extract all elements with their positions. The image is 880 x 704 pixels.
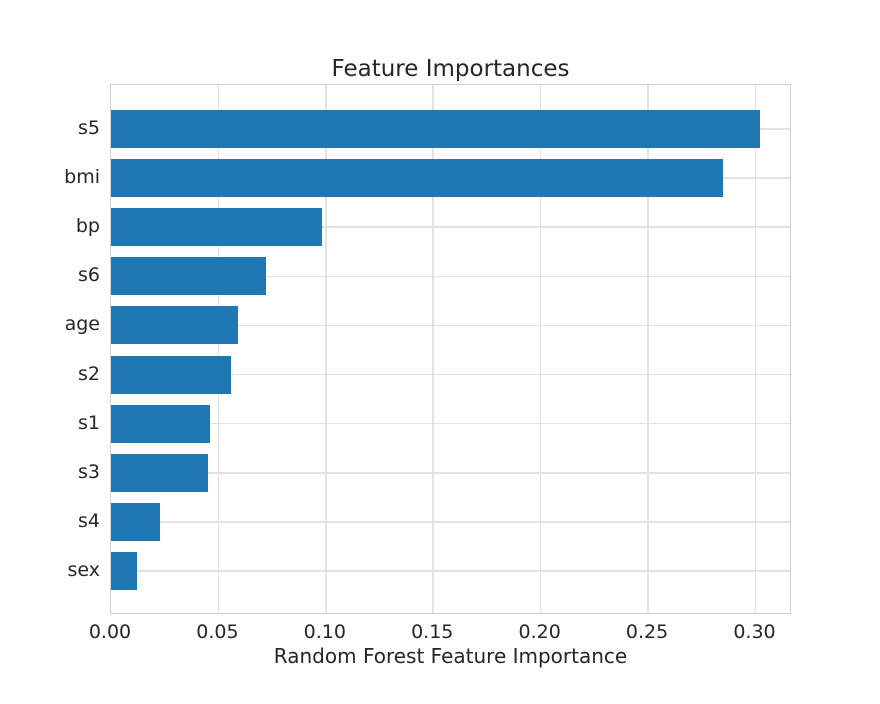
bar-s3: [111, 453, 208, 492]
x-tick-label: 0.00: [88, 621, 132, 643]
bar-s5: [111, 109, 760, 148]
y-tick-label-bmi: bmi: [64, 165, 100, 188]
x-tick-label: 0.10: [303, 621, 346, 643]
x-axis-label: Random Forest Feature Importance: [273, 644, 628, 668]
x-tick-label: 0.25: [625, 621, 669, 643]
gridline-vertical: [217, 85, 220, 613]
gridline-horizontal: [111, 422, 790, 425]
y-tick-label-s6: s6: [78, 264, 100, 287]
y-tick-label-s3: s3: [78, 460, 100, 483]
y-tick-label-s2: s2: [78, 362, 100, 385]
gridline-vertical: [325, 85, 327, 613]
bar-age: [111, 306, 238, 345]
gridline-horizontal: [111, 275, 790, 277]
bar-s2: [111, 355, 232, 394]
gridline-horizontal: [111, 373, 790, 376]
chart-title: Feature Importances: [331, 56, 570, 82]
gridline-horizontal: [111, 226, 790, 228]
bar-s4: [111, 503, 161, 542]
x-tick-label: 0.20: [518, 621, 561, 643]
gridline-vertical: [754, 85, 757, 613]
y-tick-label-s4: s4: [78, 510, 100, 533]
bar-s1: [111, 404, 210, 443]
y-tick-label-s5: s5: [78, 116, 100, 139]
y-tick-label-age: age: [64, 313, 100, 336]
bar-bp: [111, 208, 322, 247]
y-tick-label-sex: sex: [67, 559, 101, 582]
plot-area: [110, 84, 791, 614]
bar-s6: [111, 257, 266, 296]
x-tick-label: 0.15: [411, 621, 454, 643]
gridline-vertical: [539, 85, 542, 613]
y-tick-label-bp: bp: [75, 215, 100, 238]
bar-bmi: [111, 158, 724, 197]
gridline-horizontal: [111, 324, 790, 327]
bar-sex: [111, 552, 137, 591]
gridline-horizontal: [111, 570, 790, 572]
gridline-vertical: [432, 85, 434, 613]
gridline-vertical: [647, 85, 649, 613]
x-tick-label: 0.30: [733, 621, 776, 643]
gridline-horizontal: [111, 521, 790, 523]
gridline-horizontal: [111, 472, 790, 474]
x-tick-label: 0.05: [196, 621, 239, 643]
y-tick-label-s1: s1: [78, 411, 100, 434]
